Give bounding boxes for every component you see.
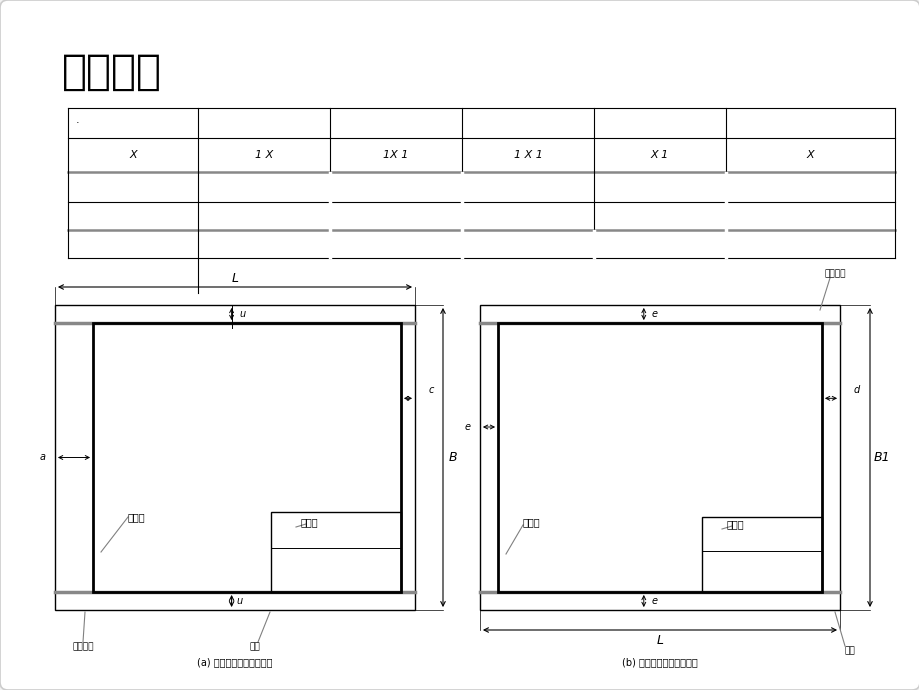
Text: e: e	[651, 596, 657, 606]
Bar	[271, 512, 401, 592]
Text: u: u	[236, 596, 243, 606]
Text: 图框线: 图框线	[128, 512, 145, 522]
Text: 幅面尺寸: 幅面尺寸	[62, 51, 162, 93]
Text: B: B	[448, 451, 457, 464]
Text: c: c	[428, 385, 434, 395]
Bar	[480, 305, 839, 610]
Text: B1: B1	[873, 451, 890, 464]
Text: 1 X 1: 1 X 1	[513, 150, 542, 160]
Text: a: a	[40, 453, 46, 462]
Text: (b) 不带装订边的图纸幅面: (b) 不带装订边的图纸幅面	[621, 657, 698, 667]
Text: 1X 1: 1X 1	[383, 150, 408, 160]
Bar	[497, 323, 821, 592]
Text: d: d	[853, 385, 859, 395]
Text: u: u	[239, 309, 245, 319]
Text: ·: ·	[76, 118, 80, 128]
Text: e: e	[651, 309, 657, 319]
Bar	[55, 305, 414, 610]
Text: (a) 带有装订边的图纸幅面: (a) 带有装订边的图纸幅面	[197, 657, 272, 667]
Bar	[93, 323, 401, 592]
Text: L: L	[656, 633, 663, 647]
Text: 纸边界线: 纸边界线	[824, 269, 845, 278]
Bar	[701, 517, 821, 592]
Text: 标题栏: 标题栏	[301, 517, 318, 527]
Text: X 1: X 1	[650, 150, 668, 160]
Text: X: X	[129, 150, 137, 160]
Text: 标题栏: 标题栏	[726, 519, 743, 529]
Text: 1 X: 1 X	[255, 150, 273, 160]
Text: 周边: 周边	[250, 642, 260, 651]
Text: 周边: 周边	[844, 646, 855, 655]
Text: e: e	[464, 422, 471, 432]
Text: 纸边界线: 纸边界线	[73, 642, 95, 651]
Text: L: L	[232, 273, 238, 286]
Text: X: X	[806, 150, 813, 160]
Text: 图框线: 图框线	[522, 517, 540, 527]
